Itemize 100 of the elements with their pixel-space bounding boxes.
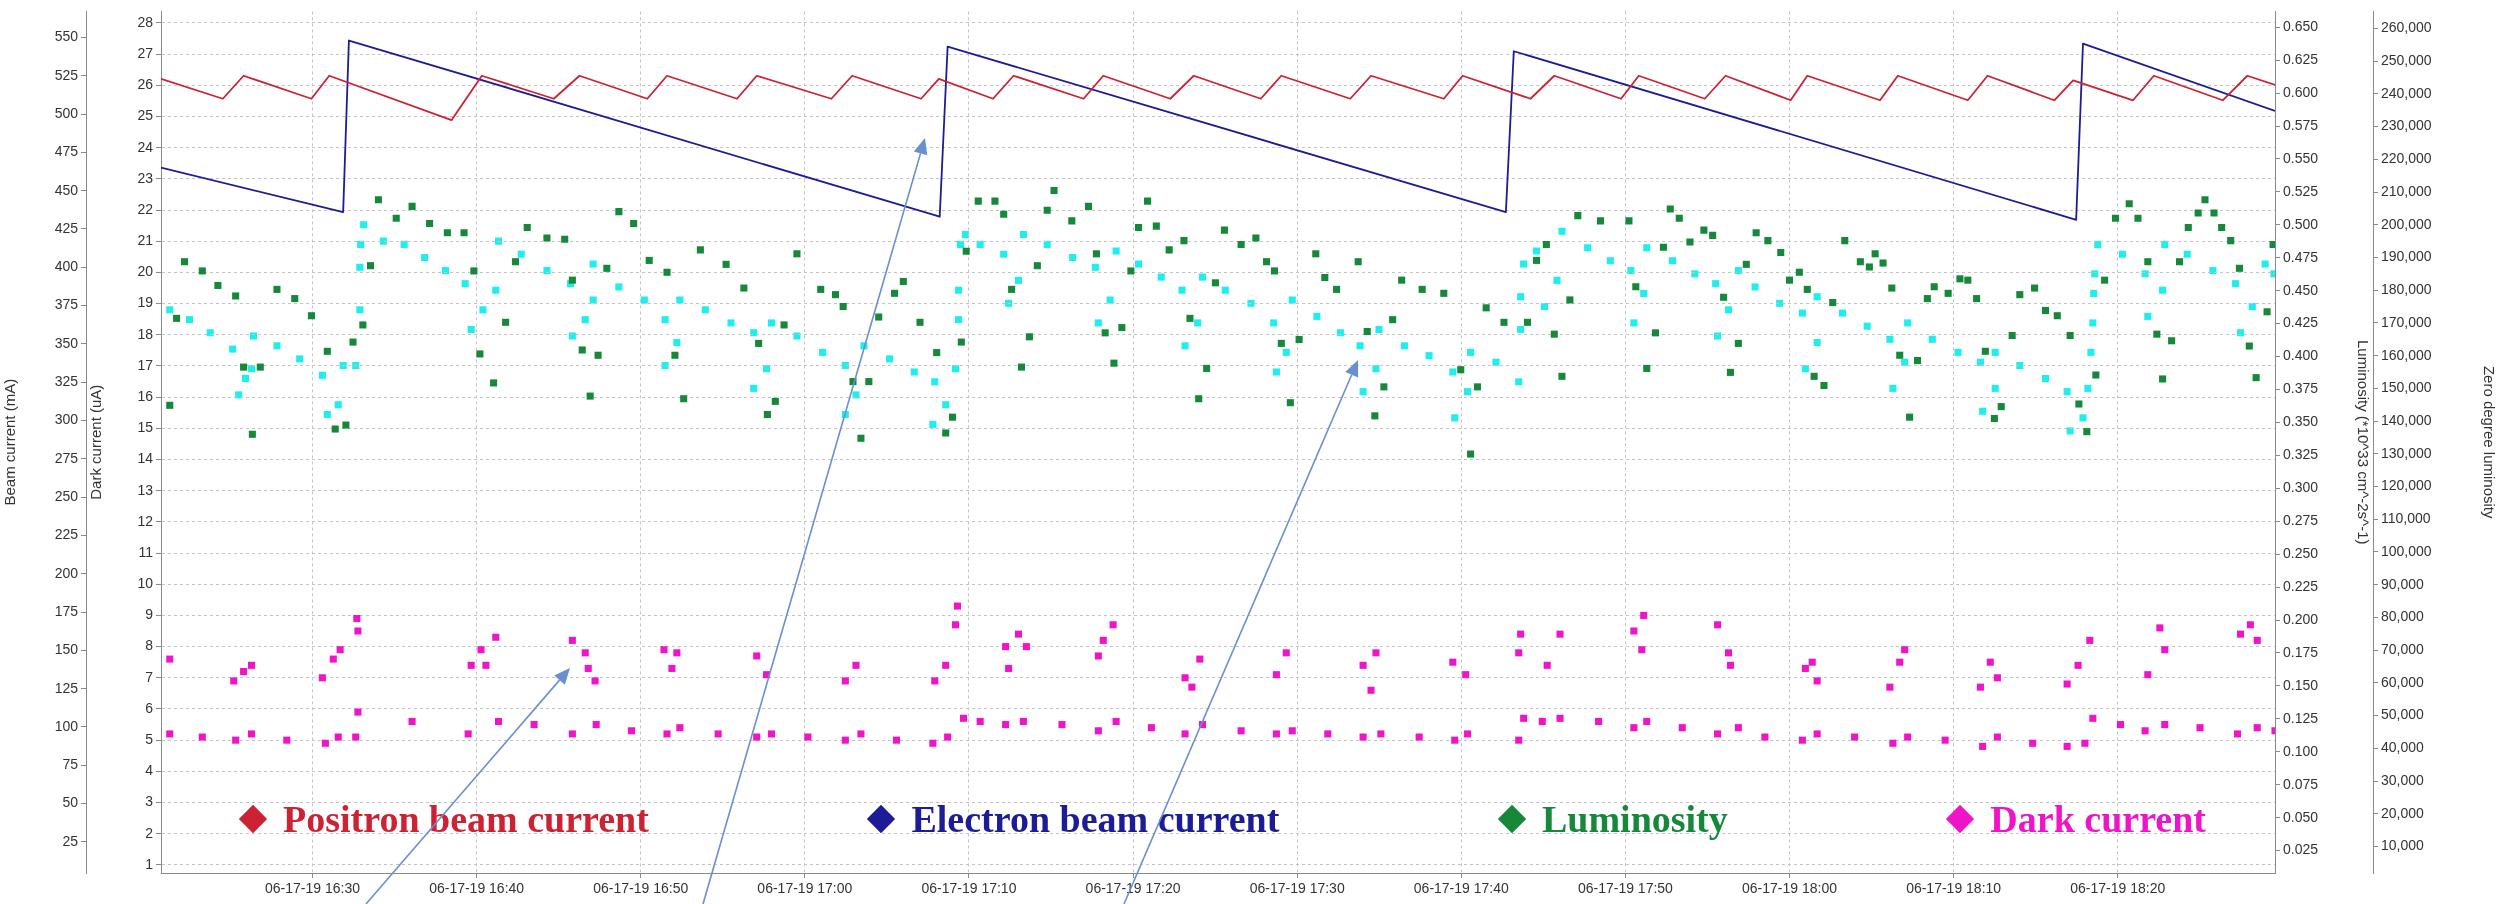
y3-tick-label: 125 [54, 679, 79, 696]
y-tick-label: 250,000 [2381, 52, 2432, 68]
y-tick-label: 3 [145, 793, 154, 810]
legend-label: Luminosity [1541, 797, 1728, 841]
y-tick-label: 1 [145, 855, 154, 872]
y-tick-label: 23 [137, 169, 154, 186]
y3-tick-label: 525 [54, 66, 79, 83]
y-tick-label: 170,000 [2381, 313, 2432, 330]
y-tick-label: 60,000 [2381, 673, 2425, 690]
x-tick-label: 06-17-19 16:40 [429, 880, 525, 897]
y2-tick-label: 0.125 [2283, 709, 2319, 726]
y3-tick-label: 225 [54, 526, 79, 543]
y-tick-label: 210,000 [2381, 182, 2432, 199]
y3-tick-label: 475 [54, 143, 79, 160]
legend-label: Dark current [1990, 797, 2206, 841]
y-tick-label: 17 [137, 356, 154, 373]
y-tick-label: 19 [137, 294, 154, 311]
y3-tick-label: 500 [54, 104, 79, 121]
y2-axis-title: Luminosity (*10^33 cm^-2s^-1) [2354, 339, 2372, 545]
y2-tick-label: 0.100 [2283, 742, 2319, 759]
y-tick-label: 220,000 [2381, 150, 2432, 167]
y-tick-label: 28 [137, 13, 154, 30]
x-tick-label: 06-17-19 18:10 [1906, 880, 2002, 897]
y-tick-label: 130,000 [2381, 444, 2432, 461]
y-tick-label: 50,000 [2381, 706, 2425, 723]
y-tick-label: 25 [137, 107, 154, 124]
y2-tick-label: 0.550 [2283, 149, 2319, 166]
y-tick-label: 180,000 [2381, 281, 2432, 298]
y-tick-label: 240,000 [2381, 84, 2432, 101]
y2-tick-label: 0.525 [2283, 182, 2319, 199]
y-tick-label: 21 [137, 232, 154, 249]
y3-tick-label: 300 [54, 411, 79, 428]
y3-tick-label: 50 [62, 794, 79, 811]
y-tick-label: 230,000 [2381, 117, 2432, 134]
y2-tick-label: 0.175 [2283, 643, 2319, 660]
y2-tick-label: 0.150 [2283, 676, 2319, 693]
y-axis-title: Dark current (uA) [87, 384, 105, 500]
y2-tick-label: 0.500 [2283, 215, 2319, 232]
y-tick-label: 110,000 [2381, 510, 2431, 527]
y-tick-label: 160,000 [2381, 346, 2432, 363]
y3-tick-label: 250 [54, 487, 79, 504]
y2-tick-label: 0.450 [2283, 281, 2319, 298]
y-tick-label: 90,000 [2381, 575, 2425, 592]
y-tick-label: 200,000 [2381, 215, 2432, 232]
y3-tick-label: 25 [62, 832, 79, 849]
y-tick-label: 70,000 [2381, 641, 2425, 658]
x-tick-label: 06-17-19 17:40 [1413, 880, 1509, 897]
y-tick-label: 190,000 [2381, 248, 2432, 265]
y3-tick-label: 350 [54, 334, 79, 351]
y-tick-label: 2 [145, 824, 154, 841]
y-tick-label: 5 [145, 731, 154, 748]
y2-tick-label: 0.025 [2283, 841, 2319, 858]
y3-tick-label: 400 [54, 258, 79, 275]
y3-tick-label: 325 [54, 373, 79, 390]
y3-tick-label: 450 [54, 181, 79, 198]
y2-tick-label: 0.250 [2283, 545, 2319, 562]
x-tick-label: 06-17-19 17:10 [921, 880, 1017, 897]
y2-tick-label: 0.300 [2283, 479, 2319, 496]
y-tick-label: 40,000 [2381, 739, 2425, 756]
x-tick-label: 06-17-19 17:30 [1249, 880, 1345, 897]
y-tick-label: 15 [137, 419, 154, 436]
y-tick-label: 8 [145, 637, 154, 654]
y-tick-label: 140,000 [2381, 411, 2432, 428]
y3-tick-label: 275 [54, 449, 79, 466]
y3-tick-label: 150 [54, 641, 79, 658]
x-tick-label: 06-17-19 16:30 [265, 880, 361, 897]
y-tick-label: 260,000 [2381, 19, 2432, 36]
y2-tick-label: 0.375 [2283, 380, 2319, 397]
y-tick-label: 9 [145, 606, 154, 623]
y2-tick-label: 0.350 [2283, 413, 2319, 430]
y-tick-label: 30,000 [2381, 771, 2425, 788]
y-tick-label: 10,000 [2381, 837, 2425, 854]
x-tick-label: 06-17-19 16:50 [593, 880, 689, 897]
y2-tick-label: 0.200 [2283, 610, 2319, 627]
y-tick-label: 7 [145, 668, 154, 685]
y-tick-label: 16 [137, 388, 154, 404]
y-tick-label: 150,000 [2381, 379, 2432, 396]
y-tick-label: 100,000 [2381, 542, 2432, 559]
y2-tick-label: 0.325 [2283, 446, 2319, 463]
y-tick-label: 20 [137, 263, 154, 280]
y2-tick-label: 0.075 [2283, 775, 2319, 792]
x-tick-label: 06-17-19 18:20 [2070, 880, 2166, 897]
y3-tick-label: 100 [54, 717, 79, 734]
y-tick-label: 11 [138, 543, 154, 560]
y-axis-title: Zero degree luminosity [2480, 365, 2498, 519]
y-tick-label: 13 [137, 481, 154, 498]
y2-tick-label: 0.575 [2283, 116, 2319, 133]
y-tick-label: 26 [137, 76, 154, 93]
y2-tick-label: 0.625 [2283, 51, 2319, 67]
y-tick-label: 80,000 [2381, 608, 2425, 625]
legend-label: Electron beam current [911, 797, 1280, 841]
y-tick-label: 120,000 [2381, 477, 2432, 494]
y3-tick-label: 175 [54, 602, 79, 619]
y2-tick-label: 0.225 [2283, 577, 2319, 594]
y3-tick-label: 425 [54, 219, 79, 236]
y3-axis-title: Beam current (mA) [1, 378, 19, 506]
y-tick-label: 18 [137, 325, 154, 342]
y3-tick-label: 375 [54, 296, 79, 313]
y-tick-label: 20,000 [2381, 804, 2425, 821]
y-tick-label: 27 [137, 44, 154, 61]
